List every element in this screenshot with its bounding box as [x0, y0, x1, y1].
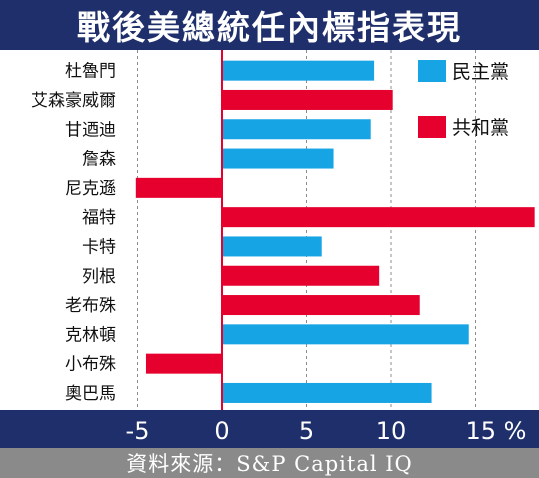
category-label-10: 小布殊: [65, 355, 116, 375]
bar-4: [135, 177, 222, 198]
bar-9: [222, 324, 469, 345]
bar-10: [145, 353, 222, 374]
category-label-2: 甘迺迪: [65, 120, 116, 140]
bar-3: [222, 148, 334, 169]
category-label-9: 克林頓: [65, 325, 116, 345]
chart-title: 戰後美總統任內標指表現: [0, 0, 539, 50]
category-label-5: 福特: [82, 208, 116, 228]
x-tick-label-2: 5: [299, 417, 314, 445]
category-label-11: 奧巴馬: [65, 384, 116, 404]
bar-1: [222, 89, 393, 110]
category-label-3: 詹森: [82, 150, 116, 170]
legend-label-1: 共和黨: [452, 117, 509, 139]
x-tick-label-4: 15 %: [466, 417, 527, 445]
x-axis: -5 0 5 10 15 %: [126, 417, 527, 445]
x-tick-label-0: -5: [126, 417, 150, 445]
x-axis-bar: -5 0 5 10 15 %: [0, 410, 539, 448]
bar-0: [222, 60, 375, 81]
bar-7: [222, 265, 380, 286]
bar-6: [222, 236, 322, 257]
bar-5: [222, 207, 535, 228]
category-label-6: 卡特: [82, 237, 116, 257]
bar-11: [222, 382, 432, 403]
x-tick-label-1: 0: [214, 417, 229, 445]
plot-area: 杜魯門艾森豪威爾甘迺迪詹森尼克遜福特卡特列根老布殊克林頓小布殊奧巴馬 民主黨共和黨: [31, 50, 535, 410]
source-note: 資料來源：S&P Capital IQ: [0, 448, 539, 478]
bar-8: [222, 295, 420, 316]
category-label-0: 杜魯門: [65, 62, 116, 82]
category-label-7: 列根: [82, 267, 116, 287]
bar-2: [222, 119, 371, 140]
category-label-1: 艾森豪威爾: [31, 90, 116, 111]
category-label-4: 尼克遜: [65, 179, 116, 199]
legend-swatch-0: [418, 60, 446, 82]
legend-swatch-1: [418, 116, 446, 138]
legend-label-0: 民主黨: [452, 61, 509, 83]
category-label-8: 老布殊: [65, 296, 116, 316]
x-tick-label-3: 10: [376, 417, 407, 445]
